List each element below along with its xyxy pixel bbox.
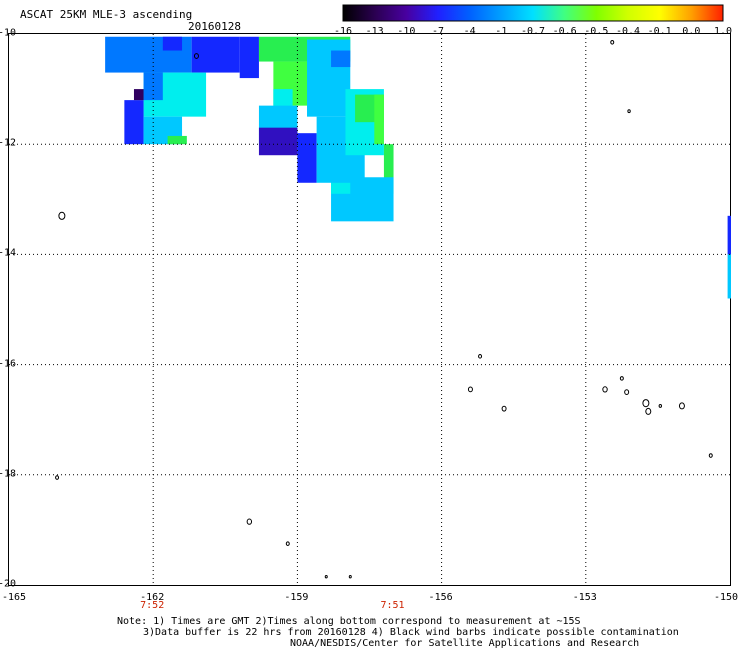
graticule: [9, 34, 730, 585]
colorbar-label: -0.1: [647, 26, 672, 37]
latitude-label: -16: [0, 358, 17, 370]
island-outline: [678, 402, 685, 410]
note-line-1: Note: 1) Times are GMT 2)Times along bot…: [117, 616, 581, 627]
colorbar-label: -7: [431, 26, 445, 37]
latitude-label: -18: [0, 468, 17, 480]
swath-cell: [383, 144, 394, 194]
swath-cell: [258, 127, 298, 156]
longitude-label: -153: [572, 592, 597, 603]
swath-cell: [331, 50, 351, 68]
swath-cell: [133, 89, 144, 101]
island-outline: [55, 475, 60, 480]
colorbar-label: 1.0: [713, 26, 733, 37]
island-outline: [285, 541, 290, 546]
island-outline: [193, 53, 199, 59]
island-outline: [478, 354, 483, 359]
swath-layer: [105, 36, 731, 299]
island-outline: [619, 376, 624, 381]
colorbar-label: -0.6: [552, 26, 577, 37]
island-outline: [658, 403, 663, 408]
longitude-label: -150: [713, 592, 739, 603]
swath-cell: [167, 135, 187, 145]
island-outline: [246, 518, 253, 525]
swath-cell: [727, 215, 731, 255]
colorbar-label: -0.5: [584, 26, 609, 37]
island-outline: [602, 386, 608, 393]
longitude-label: -159: [284, 592, 309, 603]
latitude-label: -12: [0, 137, 17, 149]
colorbar-label: -0.7: [520, 26, 546, 37]
island-outline: [708, 453, 713, 458]
island-outline: [645, 407, 652, 415]
colorbar-label: -13: [365, 26, 384, 37]
map-frame: [8, 33, 731, 586]
island-outline: [624, 389, 630, 396]
island-outline: [501, 405, 507, 412]
time-label: 7:51: [380, 600, 405, 611]
longitude-label: -165: [1, 592, 27, 603]
island-outline: [610, 39, 615, 45]
colorbar-label: -0.4: [615, 26, 641, 37]
island-outline: [467, 386, 473, 393]
longitude-label: -162: [140, 592, 165, 603]
swath-cell: [297, 133, 317, 183]
latitude-label: -10: [0, 27, 17, 39]
island-outline: [58, 211, 66, 220]
colorbar-label: -16: [333, 26, 353, 37]
map-canvas: [9, 34, 731, 585]
swath-cell: [727, 254, 731, 299]
island-outline: [324, 575, 328, 579]
colorbar-gradient: [342, 4, 724, 22]
product-date: 20160128: [188, 20, 241, 33]
latitude-label: -20: [0, 578, 17, 590]
time-label: 7:52: [140, 600, 165, 611]
swath-cell: [162, 36, 183, 51]
island-outlines: [55, 39, 713, 579]
island-outline: [642, 399, 650, 408]
colorbar-label: -1: [495, 26, 508, 37]
island-outline: [348, 575, 352, 579]
colorbar: [342, 4, 724, 22]
swath-cell: [374, 94, 384, 145]
swath-cell: [191, 36, 240, 73]
colorbar-label: -4: [463, 26, 476, 37]
swath-cell: [239, 36, 259, 79]
product-title: ASCAT 25KM MLE-3 ascending: [20, 8, 193, 21]
note-line-2: 3)Data buffer is 22 hrs from 20160128 4)…: [143, 627, 679, 638]
island-outline: [627, 109, 631, 114]
latitude-label: -14: [0, 247, 17, 259]
swath-cell: [331, 182, 351, 194]
note-line-3: NOAA/NESDIS/Center for Satellite Applica…: [290, 638, 640, 649]
longitude-label: -156: [428, 592, 453, 603]
colorbar-label: 0.0: [682, 26, 701, 37]
colorbar-label: -10: [397, 26, 416, 37]
swath-cell: [124, 100, 144, 145]
